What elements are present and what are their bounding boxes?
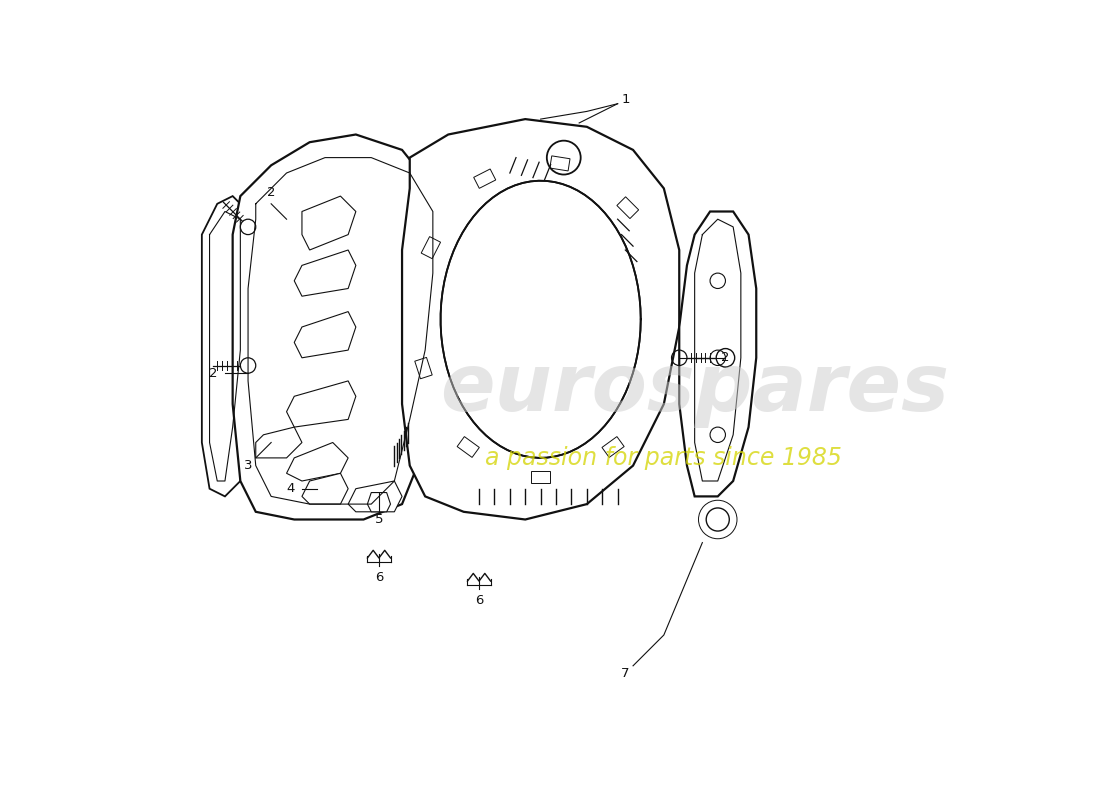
Text: 3: 3 [244,459,252,472]
Polygon shape [421,237,441,258]
Text: 2: 2 [722,351,729,364]
Polygon shape [301,196,355,250]
Text: 6: 6 [475,594,483,607]
Polygon shape [680,211,757,496]
Text: 2: 2 [267,186,275,198]
Text: 2: 2 [209,366,218,380]
Polygon shape [602,437,624,458]
Polygon shape [458,437,480,458]
Polygon shape [202,196,255,496]
Polygon shape [295,250,355,296]
Polygon shape [232,134,449,519]
Text: 1: 1 [621,94,629,106]
Polygon shape [286,381,355,427]
Polygon shape [367,493,390,512]
Polygon shape [295,311,355,358]
Text: a passion for parts since 1985: a passion for parts since 1985 [485,446,843,470]
Text: 5: 5 [375,513,383,526]
Polygon shape [286,442,348,481]
Polygon shape [301,474,348,504]
Text: eurospares: eurospares [440,350,949,427]
Polygon shape [402,119,680,519]
Text: 4: 4 [286,482,295,495]
Polygon shape [441,181,640,458]
Polygon shape [348,481,402,512]
Polygon shape [474,169,496,188]
Polygon shape [415,358,432,378]
Text: 6: 6 [375,570,383,584]
Polygon shape [531,471,550,483]
Polygon shape [617,197,639,218]
Polygon shape [255,427,301,458]
Text: 7: 7 [621,667,629,680]
Polygon shape [550,156,570,171]
